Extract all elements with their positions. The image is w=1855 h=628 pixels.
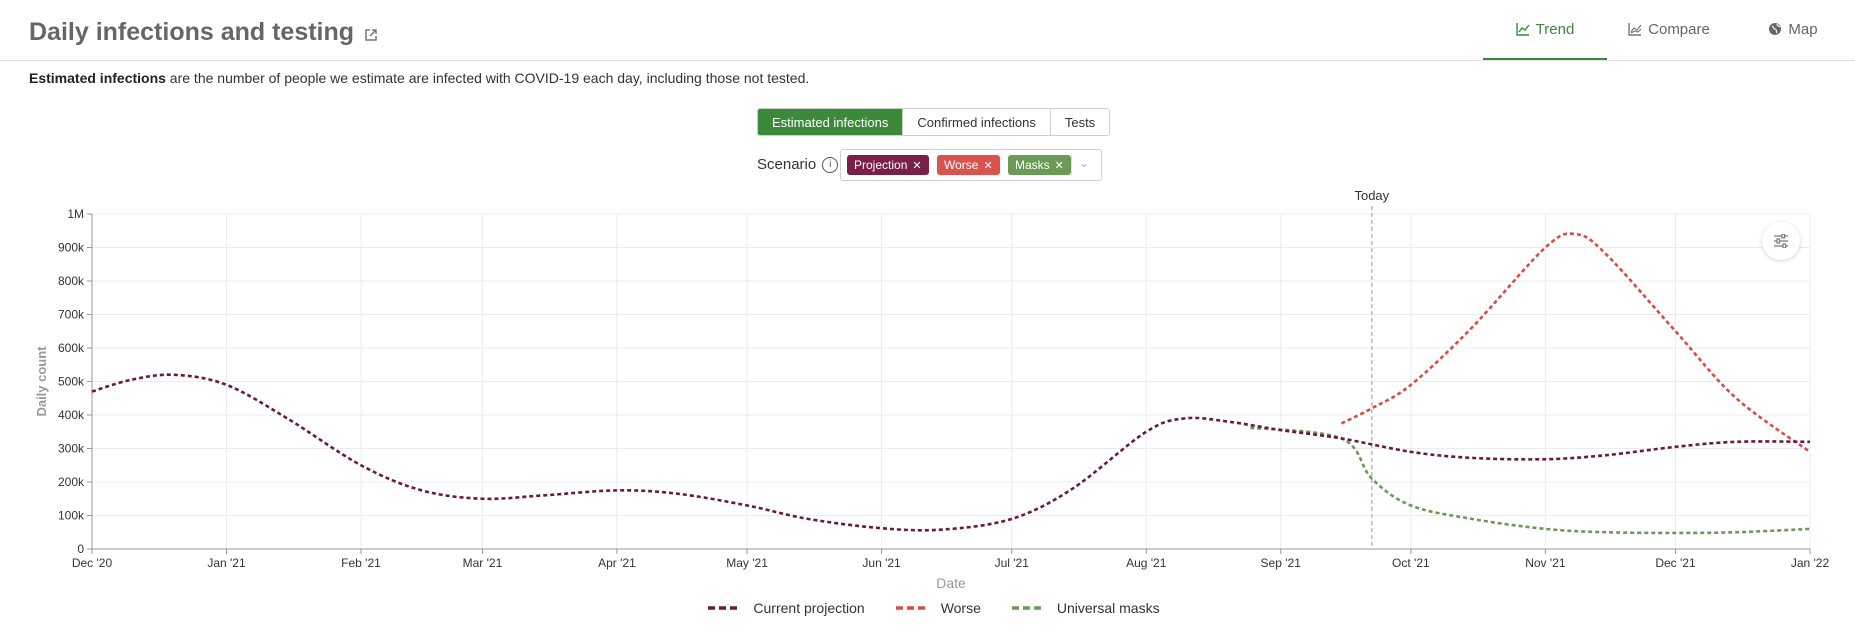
page-title-text: Daily infections and testing: [29, 18, 355, 46]
y-axis-title: Daily count: [34, 346, 49, 417]
x-axis-title: Date: [936, 575, 966, 591]
legend-label: Current projection: [753, 600, 865, 616]
chart-settings-button[interactable]: [1762, 222, 1800, 260]
scenario-label-text: Scenario: [757, 156, 817, 173]
y-tick-label: 100k: [58, 509, 85, 523]
view-tabs: Trend Compare Map: [1483, 0, 1855, 60]
remove-tag-icon[interactable]: ✕: [1054, 159, 1064, 172]
metric-tests[interactable]: Tests: [1049, 109, 1110, 135]
scenario-tag-label: Worse: [944, 158, 979, 172]
scenario-tag-worse[interactable]: Worse ✕: [937, 155, 1000, 175]
x-tick-label: Dec '21: [1655, 556, 1696, 570]
x-tick-label: Aug '21: [1126, 556, 1167, 570]
today-label: Today: [1354, 190, 1389, 203]
chart-description: Estimated infections are the number of p…: [29, 70, 809, 86]
x-tick-label: Mar '21: [463, 556, 503, 570]
legend-item-current-projection[interactable]: Current projection: [707, 600, 865, 616]
scenario-tag-label: Projection: [854, 158, 908, 172]
x-tick-label: Dec '20: [72, 556, 113, 570]
page-title: Daily infections and testing: [29, 18, 378, 47]
scenario-select[interactable]: Projection ✕ Worse ✕ Masks ✕ ⌄: [840, 149, 1102, 181]
legend-item-worse[interactable]: Worse: [895, 600, 981, 616]
metric-confirmed-infections[interactable]: Confirmed infections: [902, 109, 1050, 135]
x-tick-label: Jul '21: [995, 556, 1030, 570]
scenario-tag-projection[interactable]: Projection ✕: [847, 155, 929, 175]
y-tick-label: 200k: [58, 475, 85, 489]
compare-chart-icon: [1628, 23, 1642, 36]
x-tick-label: Nov '21: [1525, 556, 1566, 570]
x-tick-label: Jan '21: [207, 556, 246, 570]
scenario-tag-masks[interactable]: Masks ✕: [1008, 155, 1071, 175]
tab-trend[interactable]: Trend: [1483, 0, 1607, 60]
tab-compare-label: Compare: [1648, 20, 1710, 38]
legend-swatch: [708, 606, 741, 610]
x-tick-label: Apr '21: [598, 556, 636, 570]
x-tick-label: Feb '21: [341, 556, 381, 570]
tab-map-label: Map: [1788, 20, 1818, 38]
info-icon[interactable]: i: [822, 156, 839, 173]
x-tick-label: Jan '22: [1791, 556, 1830, 570]
scenario-label: Scenario i: [757, 156, 839, 173]
x-tick-label: Oct '21: [1392, 556, 1430, 570]
description-text: are the number of people we estimate are…: [165, 70, 810, 86]
sliders-icon: [1774, 234, 1788, 248]
metric-estimated-infections[interactable]: Estimated infections: [758, 109, 903, 135]
page-header: Daily infections and testing Trend Compa…: [0, 0, 1855, 61]
chart-legend: Current projection Worse Universal masks: [0, 600, 1855, 616]
series-line-current-projection: [91, 373, 1811, 532]
tab-compare[interactable]: Compare: [1607, 0, 1731, 58]
select-divider: [1071, 155, 1072, 175]
chevron-down-icon[interactable]: ⌄: [1079, 156, 1090, 170]
x-tick-label: May '21: [726, 556, 768, 570]
tab-trend-label: Trend: [1535, 20, 1575, 38]
remove-tag-icon[interactable]: ✕: [983, 159, 993, 172]
line-chart-icon: [1515, 23, 1530, 36]
legend-label: Universal masks: [1056, 600, 1160, 616]
x-tick-label: Sep '21: [1261, 556, 1302, 570]
x-tick-label: Jun '21: [862, 556, 901, 570]
series-line-universal-masks: [1250, 426, 1811, 535]
scenario-tag-label: Masks: [1015, 158, 1050, 172]
infections-chart: 0 100k 200k 300k 400k 500k 600k 700k 800k 900k 1M D…: [34, 190, 1830, 591]
tab-map[interactable]: Map: [1731, 0, 1855, 58]
y-tick-label: 700k: [58, 308, 85, 322]
y-tick-label: 900k: [58, 241, 85, 255]
y-tick-label: 300k: [58, 442, 85, 456]
legend-swatch: [1011, 606, 1044, 610]
description-bold: Estimated infections: [29, 70, 166, 86]
y-tick-label: 500k: [58, 375, 85, 389]
legend-item-universal-masks[interactable]: Universal masks: [1011, 600, 1160, 616]
y-tick-label: 400k: [58, 408, 85, 422]
y-tick-label: 0: [77, 542, 84, 556]
external-link-icon[interactable]: [364, 28, 378, 42]
globe-icon: [1769, 23, 1782, 35]
legend-swatch: [895, 606, 928, 610]
remove-tag-icon[interactable]: ✕: [912, 159, 922, 172]
metric-toggle: Estimated infections Confirmed infection…: [757, 108, 1111, 136]
y-tick-label: 600k: [58, 341, 85, 355]
series-line-worse: [1340, 232, 1811, 453]
y-tick-label: 1M: [67, 207, 84, 221]
legend-label: Worse: [940, 600, 981, 616]
y-tick-label: 800k: [58, 274, 85, 288]
